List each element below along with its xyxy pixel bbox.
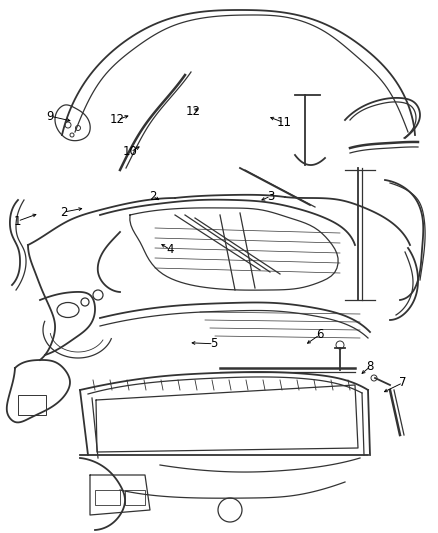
Bar (125, 490, 145, 505)
Text: 12: 12 (185, 106, 200, 118)
Text: 3: 3 (267, 190, 274, 203)
Text: 6: 6 (316, 328, 324, 341)
Text: 2: 2 (148, 190, 156, 203)
Text: 4: 4 (166, 243, 174, 256)
Text: 5: 5 (210, 337, 217, 350)
Text: 11: 11 (276, 116, 291, 129)
Text: 12: 12 (110, 114, 125, 126)
Bar (95, 490, 120, 505)
Text: 2: 2 (60, 206, 67, 219)
Text: 10: 10 (123, 146, 138, 158)
Text: 9: 9 (46, 110, 54, 123)
Text: 1: 1 (14, 215, 21, 228)
Text: 7: 7 (399, 376, 407, 389)
Text: 8: 8 (367, 360, 374, 373)
Bar (18, 395, 46, 415)
